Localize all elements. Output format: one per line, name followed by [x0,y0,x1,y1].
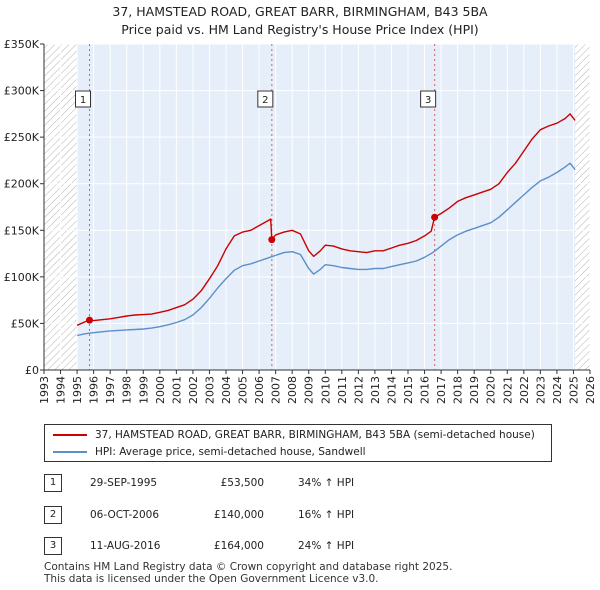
transaction-date: 06-OCT-2006 [90,509,159,521]
transaction-badge: 2 [44,506,62,524]
chart-subtitle: Price paid vs. HM Land Registry's House … [121,22,479,37]
x-tick-label: 2025 [567,376,580,404]
x-tick-label: 2004 [220,376,233,404]
x-tick-label: 2009 [303,376,316,404]
transaction-row: 1 29-SEP-1995 £53,500 34% ↑ HPI [44,474,424,494]
legend: 37, HAMSTEAD ROAD, GREAT BARR, BIRMINGHA… [44,424,552,462]
transaction-price: £53,500 [220,477,264,489]
x-tick-label: 1993 [38,376,51,404]
legend-item-property: 37, HAMSTEAD ROAD, GREAT BARR, BIRMINGHA… [53,427,535,443]
sale-label-text: 1 [80,95,86,106]
series-line-hpi [76,162,576,337]
x-tick-label: 2020 [485,376,498,404]
sale-point [268,236,276,244]
footer-licence: This data is licensed under the Open Gov… [44,573,379,585]
y-tick-label: £250K [4,131,40,144]
x-tick-label: 2016 [419,376,432,404]
plot-area [44,44,590,370]
x-tick-label: 2014 [385,376,398,404]
transaction-price: £164,000 [213,540,264,552]
x-tick-label: 2015 [402,376,415,404]
transaction-date: 29-SEP-1995 [90,477,158,489]
x-tick-label: 2000 [154,376,167,404]
legend-label-hpi: HPI: Average price, semi-detached house,… [95,446,366,458]
sale-label-text: 3 [425,95,431,106]
x-tick-label: 2021 [501,376,514,404]
legend-swatch-hpi [53,451,87,453]
sale-point [431,213,439,221]
sale-label-text: 2 [262,95,268,106]
x-tick-label: 2008 [286,376,299,404]
x-tick-label: 1994 [55,376,68,404]
y-tick-label: £0 [25,364,39,377]
x-tick-label: 2007 [270,376,283,404]
x-tick-label: 1996 [88,376,101,404]
y-tick-label: £300K [4,85,40,98]
x-tick-label: 2017 [435,376,448,404]
chart-title: 37, HAMSTEAD ROAD, GREAT BARR, BIRMINGHA… [112,4,488,19]
legend-label-property: 37, HAMSTEAD ROAD, GREAT BARR, BIRMINGHA… [95,429,535,441]
x-tick-label: 2026 [584,376,597,404]
price-chart: 1 2 3 £0 £50K £100K £150K £200K £250K £300K £350K 1… [4,38,597,404]
transaction-badge: 3 [44,537,62,555]
y-tick-label: £100K [4,271,40,284]
x-tick-label: 2010 [319,376,332,404]
footer-copyright: Contains HM Land Registry data © Crown c… [44,561,453,573]
legend-item-hpi: HPI: Average price, semi-detached house,… [53,444,366,460]
x-tick-label: 2011 [336,376,349,404]
x-tick-label: 1998 [121,376,134,404]
x-tick-label: 2018 [452,376,465,404]
transaction-hpi-change: 16% ↑ HPI [298,509,355,521]
x-tick-label: 1997 [104,376,117,404]
series-line-property [76,113,576,326]
sale-label-box [75,90,91,108]
transaction-row: 3 11-AUG-2016 £164,000 24% ↑ HPI [44,537,424,557]
x-tick-label: 2019 [468,376,481,404]
transaction-price: £140,000 [213,509,264,521]
sale-label-box [257,90,274,108]
hatch-region-after [575,44,590,370]
transaction-badge: 1 [44,474,62,492]
x-tick-label: 2022 [518,376,531,404]
x-tick-label: 2002 [187,376,200,404]
x-tick-label: 1999 [137,376,150,404]
x-tick-label: 2006 [253,376,266,404]
x-tick-label: 2001 [170,376,183,404]
y-tick-label: £200K [4,178,40,191]
legend-swatch-property [53,434,87,436]
y-tick-label: £350K [4,38,40,51]
x-tick-label: 2024 [551,376,564,404]
sale-label-box [420,90,437,108]
x-tick-label: 1995 [71,376,84,404]
x-tick-label: 2005 [237,376,250,404]
x-tick-label: 2023 [534,376,547,404]
x-tick-label: 2012 [352,376,365,404]
sale-point [86,316,93,324]
transaction-hpi-change: 34% ↑ HPI [298,477,355,489]
transaction-row: 2 06-OCT-2006 £140,000 16% ↑ HPI [44,506,424,526]
transaction-date: 11-AUG-2016 [90,540,161,552]
transaction-hpi-change: 24% ↑ HPI [298,540,355,552]
y-tick-label: £50K [11,317,40,330]
x-tick-label: 2013 [369,376,382,404]
x-tick-label: 2003 [203,376,216,404]
y-tick-label: £150K [4,224,40,237]
